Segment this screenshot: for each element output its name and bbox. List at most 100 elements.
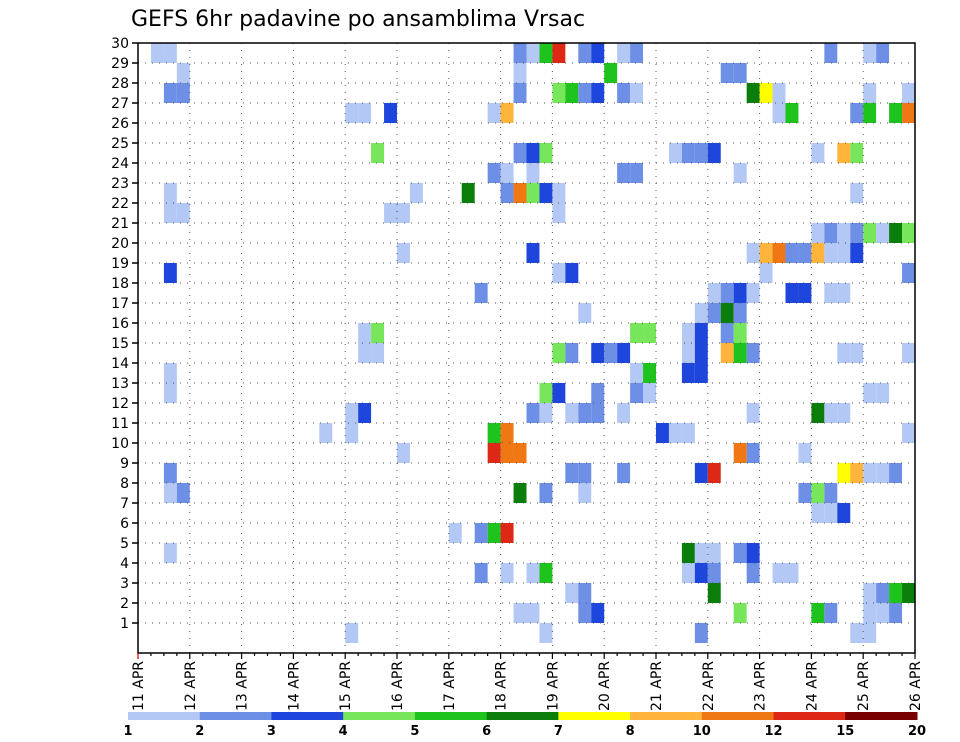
y-axis-ticks: 1234567891011121314151617181920212223242… [111,36,138,632]
precip-cell [876,223,890,243]
precip-cell [707,463,721,483]
x-axis-ticks: 11 APR 12 APR 13 APR 14 APR 15 APR 16 APR 17 A… [131,653,924,711]
y-tick-label: 26 [111,116,129,132]
precip-cell [591,343,605,363]
y-tick-label: 28 [111,76,129,92]
precip-cell [850,183,864,203]
precip-cell [837,223,851,243]
y-tick-label: 17 [111,296,129,312]
precip-cell [876,383,890,403]
precip-cell [591,43,605,63]
precip-cell [850,623,864,643]
precip-cell [591,603,605,623]
precip-cell [902,583,915,603]
x-tick-label: 23 APR [753,661,769,711]
precip-cell [163,83,177,103]
y-tick-label: 15 [111,336,129,352]
precip-cell [539,483,553,503]
precip-cell [565,403,579,423]
y-tick-label: 22 [111,196,129,212]
precip-cell [785,563,799,583]
precip-cell [759,83,773,103]
precip-cell [876,583,890,603]
precip-cell [552,43,566,63]
precip-cell [863,103,877,123]
precip-cell [500,183,514,203]
precip-cell [863,603,877,623]
precip-cell [876,463,890,483]
precip-cell [539,563,553,583]
precip-cell [759,243,773,263]
precip-cell [526,603,540,623]
precip-cell [707,283,721,303]
precip-cell [811,483,825,503]
precip-cell [526,243,540,263]
precip-cell [733,343,747,363]
precip-cell [694,543,708,563]
precip-cell [798,283,812,303]
precip-cell [319,423,333,443]
precip-cell [578,583,592,603]
precip-cell [720,283,734,303]
precip-cell [371,343,385,363]
precip-cell [513,483,527,503]
precip-cell [746,283,760,303]
legend-swatch [558,712,631,720]
precip-cell [578,83,592,103]
precip-cell [163,203,177,223]
precip-cell [811,403,825,423]
precip-cell [617,83,631,103]
precip-cell [811,143,825,163]
x-tick-label: 18 APR [494,661,510,711]
precip-cell [681,423,695,443]
precip-cell [487,443,501,463]
precip-cell [397,203,410,223]
precip-cell [889,583,903,603]
precip-cell [371,323,385,343]
precip-cell [397,443,410,463]
precip-cell [772,243,786,263]
precip-cell [539,623,553,643]
precip-cell [643,363,656,383]
legend-swatch [343,712,416,720]
precip-cell [358,343,372,363]
legend-label: 10 [693,724,711,739]
precip-cell [863,383,877,403]
x-tick-label: 17 APR [442,661,458,711]
precip-cell [811,503,825,523]
precip-cell [837,343,851,363]
legend-swatch [845,712,918,720]
precip-cell [837,243,851,263]
precip-cell [889,103,903,123]
precip-cell [539,183,553,203]
precip-cell [824,483,838,503]
precip-cell [720,303,734,323]
y-tick-label: 12 [111,396,129,412]
y-tick-label: 4 [120,556,129,572]
precip-cell [617,463,631,483]
precip-cell [850,343,864,363]
precip-cell [733,63,747,83]
precip-cell [707,303,721,323]
y-tick-label: 3 [120,576,129,592]
precip-cell [526,183,540,203]
legend-label: 20 [908,724,926,739]
precip-cell [798,443,812,463]
precip-cell [358,323,372,343]
precip-cell [578,603,592,623]
precip-cell [176,83,190,103]
precip-cell [824,403,838,423]
precip-cell [578,483,592,503]
precip-cell [513,43,527,63]
precip-cell [630,83,644,103]
precip-cell [500,443,514,463]
precip-cell [850,243,864,263]
legend-label: 8 [626,724,635,739]
precip-cell [617,343,631,363]
precip-cell [707,143,721,163]
precip-cell [850,103,864,123]
precip-cell [163,483,177,503]
precip-cell [681,323,695,343]
precip-cells [150,43,915,643]
precip-cell [733,323,747,343]
